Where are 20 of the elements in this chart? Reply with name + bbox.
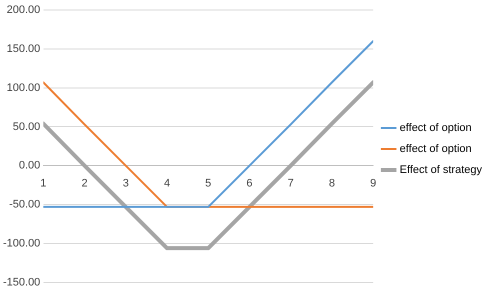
x-tick-label: 1 [40,177,46,190]
y-tick-label: -100.00 [2,238,40,250]
x-tick-label: 3 [122,177,129,190]
y-tick-label: 150.00 [6,42,40,55]
y-tick-label: -50.00 [9,198,40,211]
legend-label: effect of option [400,143,472,156]
y-tick-label: -150.00 [2,276,40,288]
x-tick-label: 8 [328,177,335,190]
x-tick-label: 7 [288,177,294,190]
x-tick-label: 2 [81,177,88,190]
legend-label: effect of option [400,122,472,134]
x-tick-label: 9 [370,177,376,190]
y-tick-label: 0.00 [18,160,40,172]
y-tick-label: 50.00 [12,120,40,133]
x-tick-label: 6 [246,177,253,190]
x-tick-label: 5 [205,177,212,190]
y-tick-label: 100.00 [6,82,40,94]
legend-label: Effect of strategy [400,164,482,176]
x-tick-label: 4 [164,177,170,190]
y-tick-label: 200.00 [6,4,40,16]
